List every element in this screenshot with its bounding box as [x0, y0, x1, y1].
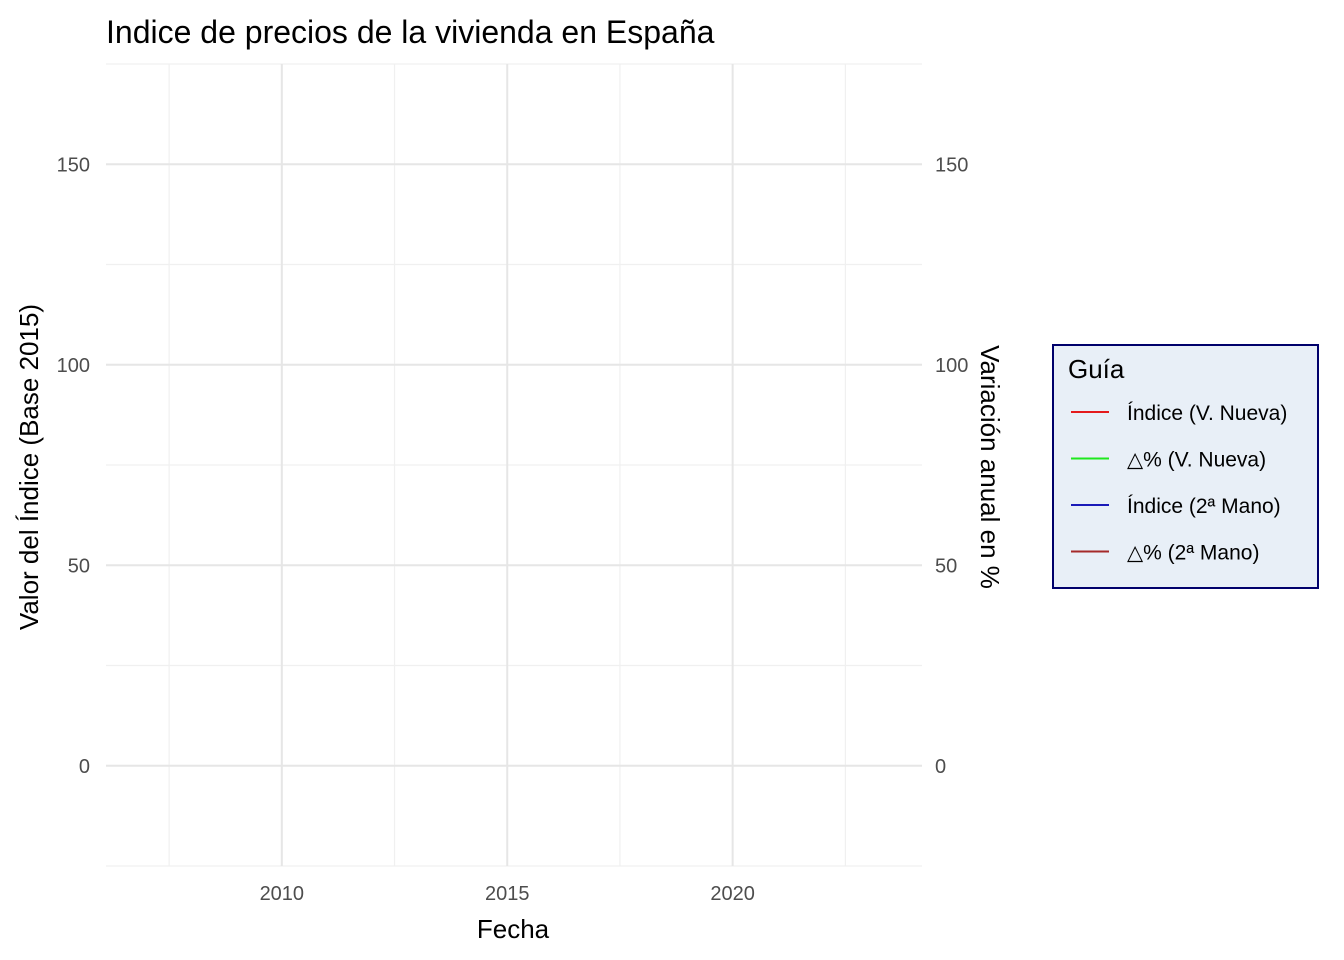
legend-box	[1052, 344, 1319, 589]
legend-entry: Índice (2ª Mano)	[1071, 495, 1281, 518]
y2-tick-label: 50	[935, 555, 957, 577]
y2-axis-ticks: 0 50 100 150	[935, 154, 968, 778]
legend-entries: Índice (V. Nueva) △% (V. Nueva) Índice (2ª…	[1071, 402, 1287, 565]
legend-label: Índice (V. Nueva)	[1127, 402, 1287, 425]
x-axis-title: Fecha	[477, 914, 550, 944]
y-tick-label: 100	[57, 355, 90, 377]
legend: Guía Índice (V. Nueva)△% (V. Nueva)Índic…	[1052, 344, 1319, 589]
x-tick-label: 2020	[710, 883, 755, 905]
x-tick-label: 2015	[485, 883, 530, 905]
grid	[106, 63, 922, 867]
y2-tick-label: 150	[935, 154, 968, 176]
chart-title: Indice de precios de la vivienda en Espa…	[106, 14, 715, 50]
y2-tick-label: 0	[935, 756, 946, 778]
x-axis-ticks: 2010 2015 2020	[260, 883, 755, 905]
legend-label: △% (V. Nueva)	[1127, 449, 1266, 472]
y-axis-ticks: 0 50 100 150	[57, 154, 90, 778]
y-tick-label: 150	[57, 154, 90, 176]
y-tick-label: 0	[79, 756, 90, 778]
y2-tick-label: 100	[935, 355, 968, 377]
y2-axis-title: Variación anual en %	[975, 345, 1005, 589]
y-tick-label: 50	[68, 555, 90, 577]
legend-entry: △% (2ª Mano)	[1071, 542, 1259, 565]
legend-title: Guía	[1068, 354, 1125, 384]
legend-label: △% (2ª Mano)	[1127, 542, 1259, 565]
x-tick-label: 2010	[260, 883, 305, 905]
legend-label: Índice (2ª Mano)	[1127, 495, 1281, 518]
legend-entry: Índice (V. Nueva)	[1071, 402, 1287, 425]
y-axis-title: Valor del Índice (Base 2015)	[14, 304, 44, 630]
legend-entry: △% (V. Nueva)	[1071, 449, 1266, 472]
